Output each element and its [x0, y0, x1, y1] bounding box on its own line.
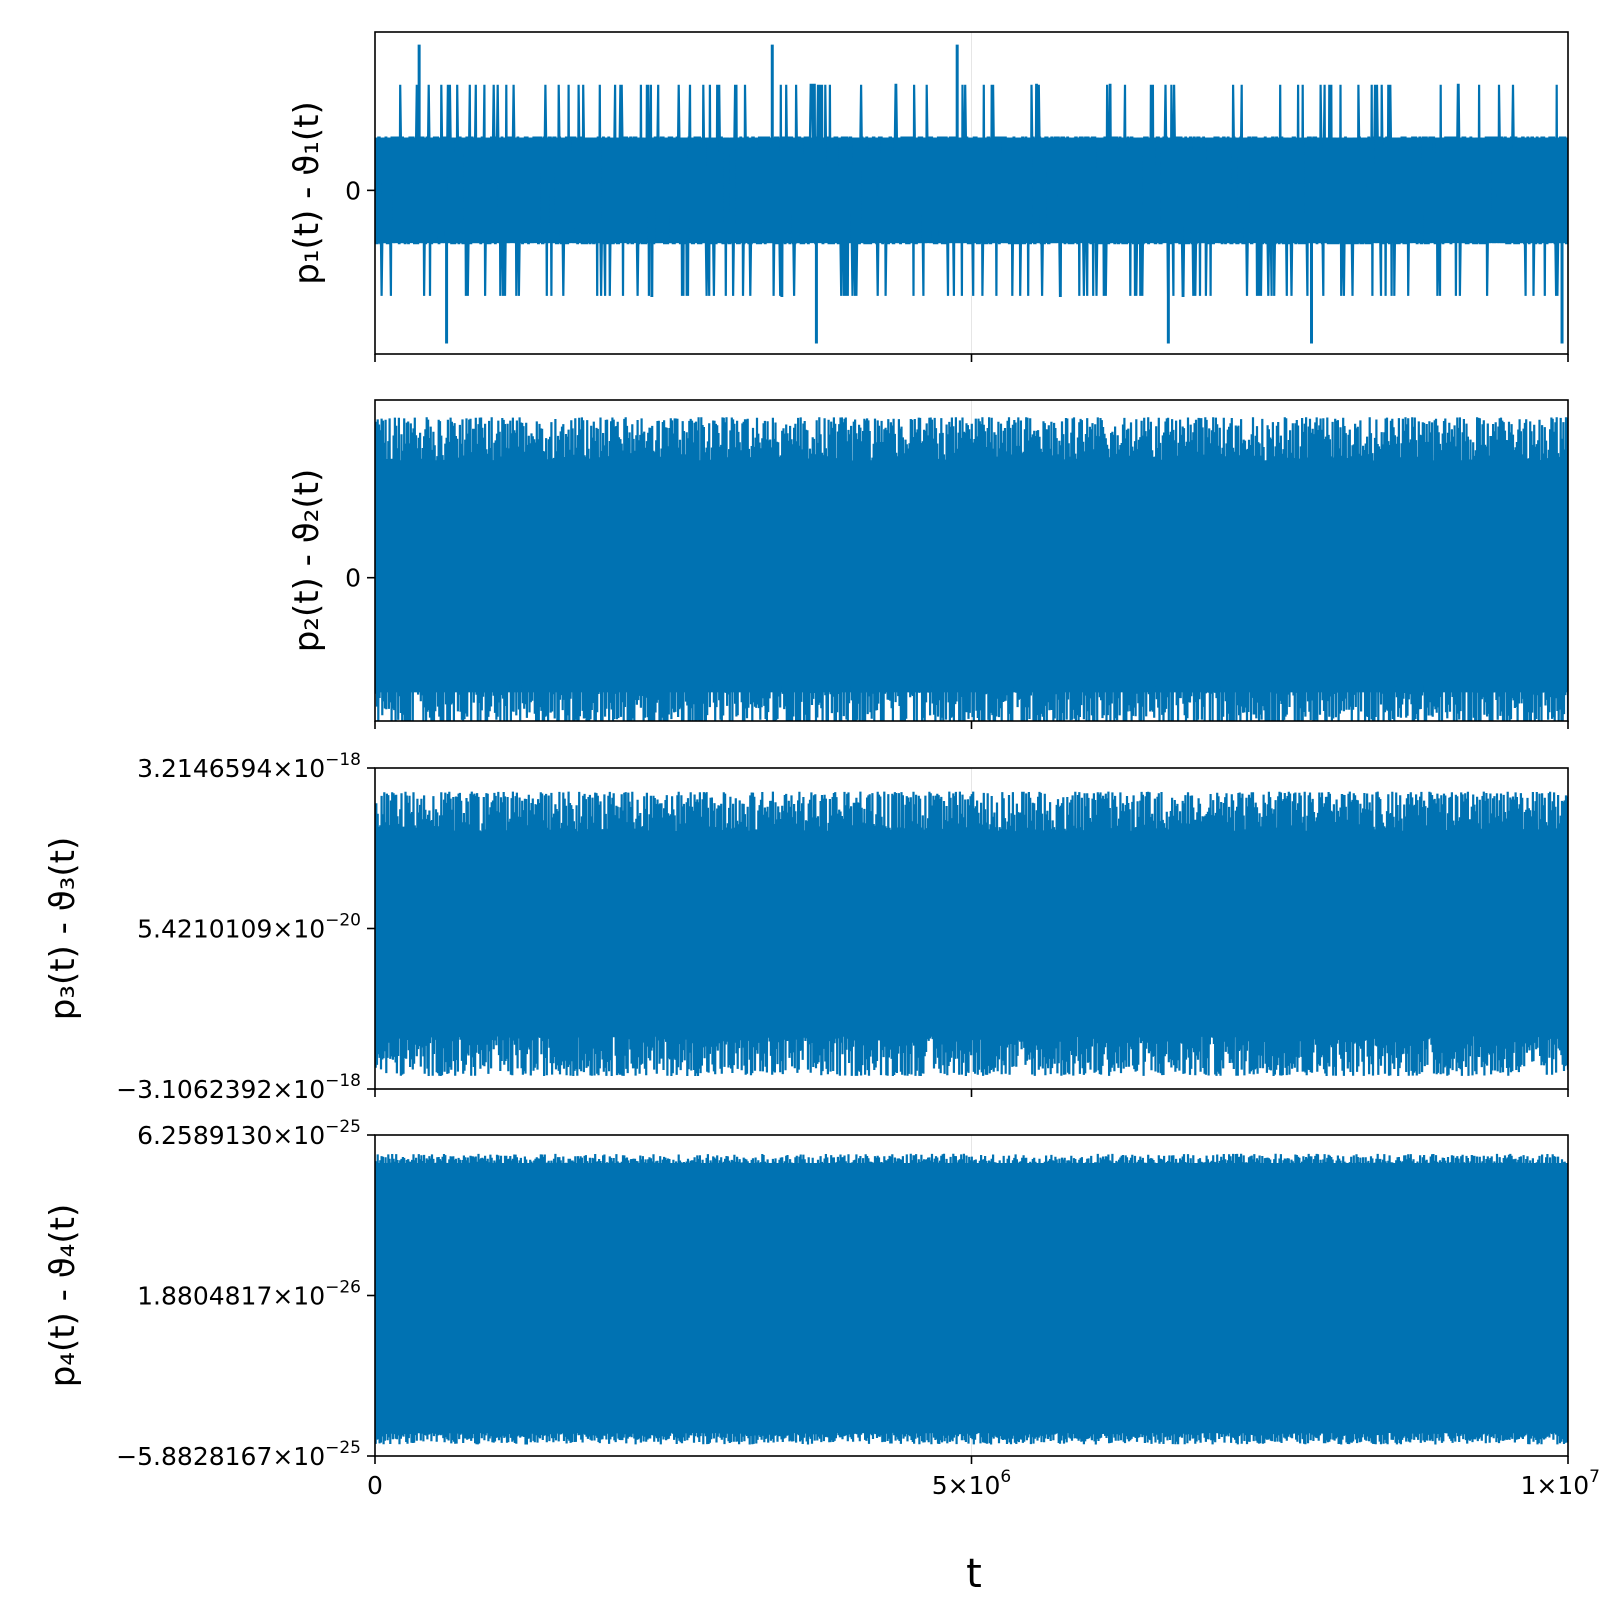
y-tick-label: 5.4210109×10−20	[137, 911, 361, 944]
x-tick-label: 0	[367, 1471, 383, 1500]
x-tick-label: 5×106	[932, 1467, 1012, 1500]
y-tick-label: 0	[345, 564, 361, 593]
x-tick-label: 1×107	[1521, 1467, 1600, 1500]
y-tick-label: 6.2589130×10−25	[137, 1117, 361, 1150]
y-tick-label: 3.2146594×10−18	[137, 750, 361, 783]
signal-trace	[375, 1153, 1568, 1445]
x-axis: 0 5×106 1×107	[367, 1467, 1600, 1500]
x-axis-label: t	[966, 1551, 982, 1597]
series-line	[375, 791, 1568, 1077]
y-axis-label: p₄(t) - ϑ₄(t)	[43, 1204, 83, 1388]
y-axis-label: p₃(t) - ϑ₃(t)	[43, 837, 83, 1021]
panel-1: 0 p₁(t) - ϑ₁(t)	[287, 31, 1569, 362]
signal-trace	[375, 417, 1568, 721]
series-line	[375, 44, 1568, 344]
signal-trace	[375, 791, 1568, 1077]
y-tick-label: −5.8828167×10−25	[116, 1438, 361, 1471]
panels: 0 p₁(t) - ϑ₁(t) 0 p₂(t) - ϑ₂(t) 3.2146594×10…	[43, 31, 1569, 1471]
signal-trace	[375, 83, 1568, 297]
y-tick-label: −3.1062392×10−18	[116, 1071, 361, 1104]
series-line	[375, 1153, 1568, 1445]
panel-2: 0 p₂(t) - ϑ₂(t)	[287, 399, 1569, 729]
series-line	[375, 417, 1568, 721]
y-axis-label: p₂(t) - ϑ₂(t)	[287, 469, 327, 653]
y-tick-label: 1.8804817×10−26	[137, 1278, 361, 1311]
panel-4: 6.2589130×10−25 1.8804817×10−26 −5.8828167…	[43, 1117, 1569, 1471]
panel-3: 3.2146594×10−18 5.4210109×10−20 −3.1062392…	[43, 750, 1569, 1104]
y-axis-label: p₁(t) - ϑ₁(t)	[287, 101, 327, 285]
y-tick-label: 0	[345, 176, 361, 205]
